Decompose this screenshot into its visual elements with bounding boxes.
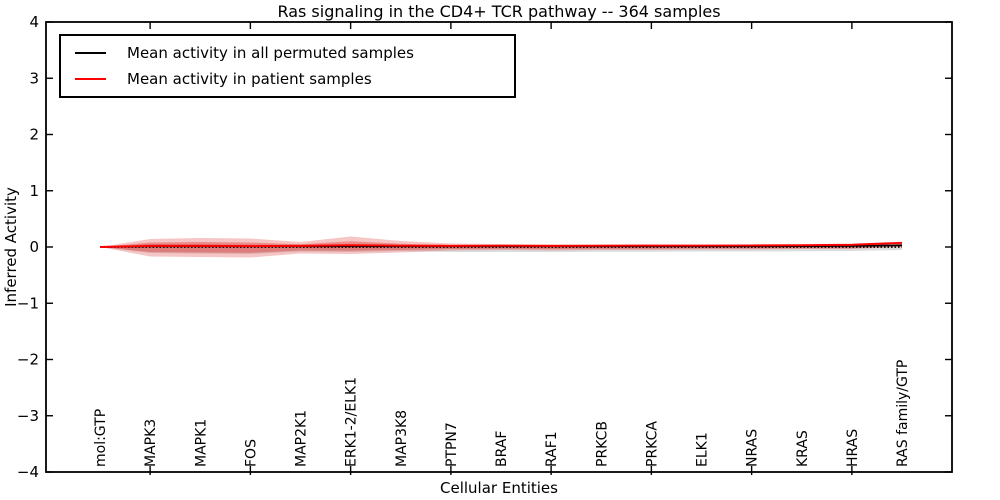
x-tick-label: KRAS	[795, 430, 811, 467]
patient-mean-line	[99, 241, 903, 248]
x-tick-label: RAS family/GTP	[895, 360, 911, 467]
chart-title: Ras signaling in the CD4+ TCR pathway --…	[277, 2, 721, 21]
x-tick-label: BRAF	[494, 431, 510, 467]
x-tick-label: PRKCA	[644, 421, 660, 467]
y-tick-label: 4	[29, 13, 39, 31]
y-axis-label: Inferred Activity	[2, 187, 20, 307]
x-tick-label: HRAS	[845, 429, 861, 467]
x-tick-label: FOS	[243, 439, 259, 467]
x-tick-label: PTPN7	[444, 422, 460, 467]
x-tick-label: MAPK1	[193, 419, 209, 467]
x-tick-label: ERK1-2/ELK1	[344, 377, 360, 467]
x-tick-label: NRAS	[745, 429, 761, 467]
y-tick-label: −3	[17, 407, 39, 425]
x-tick-label: MAP3K8	[394, 410, 410, 467]
x-tick-label: MAP2K1	[294, 410, 310, 467]
y-tick-label: 2	[29, 126, 39, 144]
x-tick-label: mol:GTP	[93, 409, 109, 467]
y-tick-label: −4	[17, 463, 39, 481]
legend-item-permuted: Mean activity in all permuted samples	[61, 44, 514, 62]
y-tick-label: 0	[29, 238, 39, 256]
legend: Mean activity in all permuted samples Me…	[59, 34, 516, 98]
y-tick-label: −2	[17, 351, 39, 369]
legend-item-patient: Mean activity in patient samples	[61, 70, 514, 88]
legend-label-patient: Mean activity in patient samples	[127, 70, 372, 88]
x-tick-label: ELK1	[695, 432, 711, 467]
y-tick-label: −1	[17, 294, 39, 312]
x-axis-label: Cellular Entities	[440, 479, 558, 497]
patient-line-swatch	[75, 78, 106, 80]
x-tick-label: MAPK3	[143, 419, 159, 467]
y-tick-label: 1	[29, 182, 39, 200]
x-tick-label: RAF1	[544, 431, 560, 467]
x-tick-label: PRKCB	[594, 421, 610, 467]
legend-label-permuted: Mean activity in all permuted samples	[127, 44, 414, 62]
y-tick-label: 3	[29, 69, 39, 87]
permuted-line-swatch	[75, 52, 106, 54]
